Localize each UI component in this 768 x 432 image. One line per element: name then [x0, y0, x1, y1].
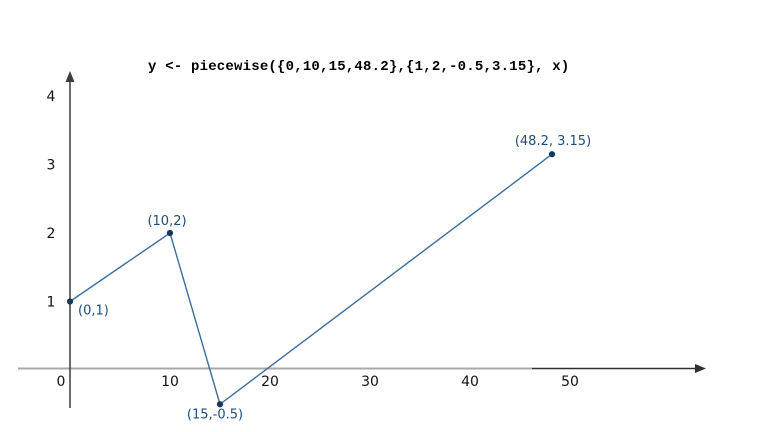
y-tick-label: 2 [47, 226, 56, 242]
x-tick-label: 40 [461, 374, 479, 390]
data-point-label: (10,2) [147, 214, 186, 229]
piecewise-line-series [66, 151, 556, 408]
y-tick-label: 3 [47, 158, 56, 174]
axes [18, 71, 706, 408]
data-point-label: (0,1) [78, 304, 109, 319]
point-labels: (0,1) (10,2) (15,-0.5) (48.2, 3.15) [78, 134, 591, 422]
data-point [548, 151, 556, 158]
x-tick-label: 50 [561, 374, 579, 390]
data-point [166, 229, 174, 237]
y-tick-label: 4 [47, 89, 56, 105]
y-axis-arrow-icon [65, 71, 75, 82]
x-tick-label: 20 [261, 374, 279, 390]
axis-tick-labels: 0 10 20 30 40 50 1 2 3 4 [47, 89, 579, 390]
x-tick-label: 30 [361, 374, 379, 390]
chart-title: y <- piecewise({0,10,15,48.2},{1,2,-0.5,… [148, 59, 570, 75]
x-tick-label: 0 [57, 374, 66, 390]
x-axis-arrow-icon [695, 364, 706, 373]
data-point [66, 298, 74, 305]
data-point-label: (15,-0.5) [187, 407, 243, 422]
data-point [216, 401, 224, 408]
data-point-label: (48.2, 3.15) [515, 134, 591, 149]
x-tick-label: 10 [161, 374, 179, 390]
piecewise-line [69, 153, 553, 406]
y-tick-label: 1 [47, 295, 56, 311]
